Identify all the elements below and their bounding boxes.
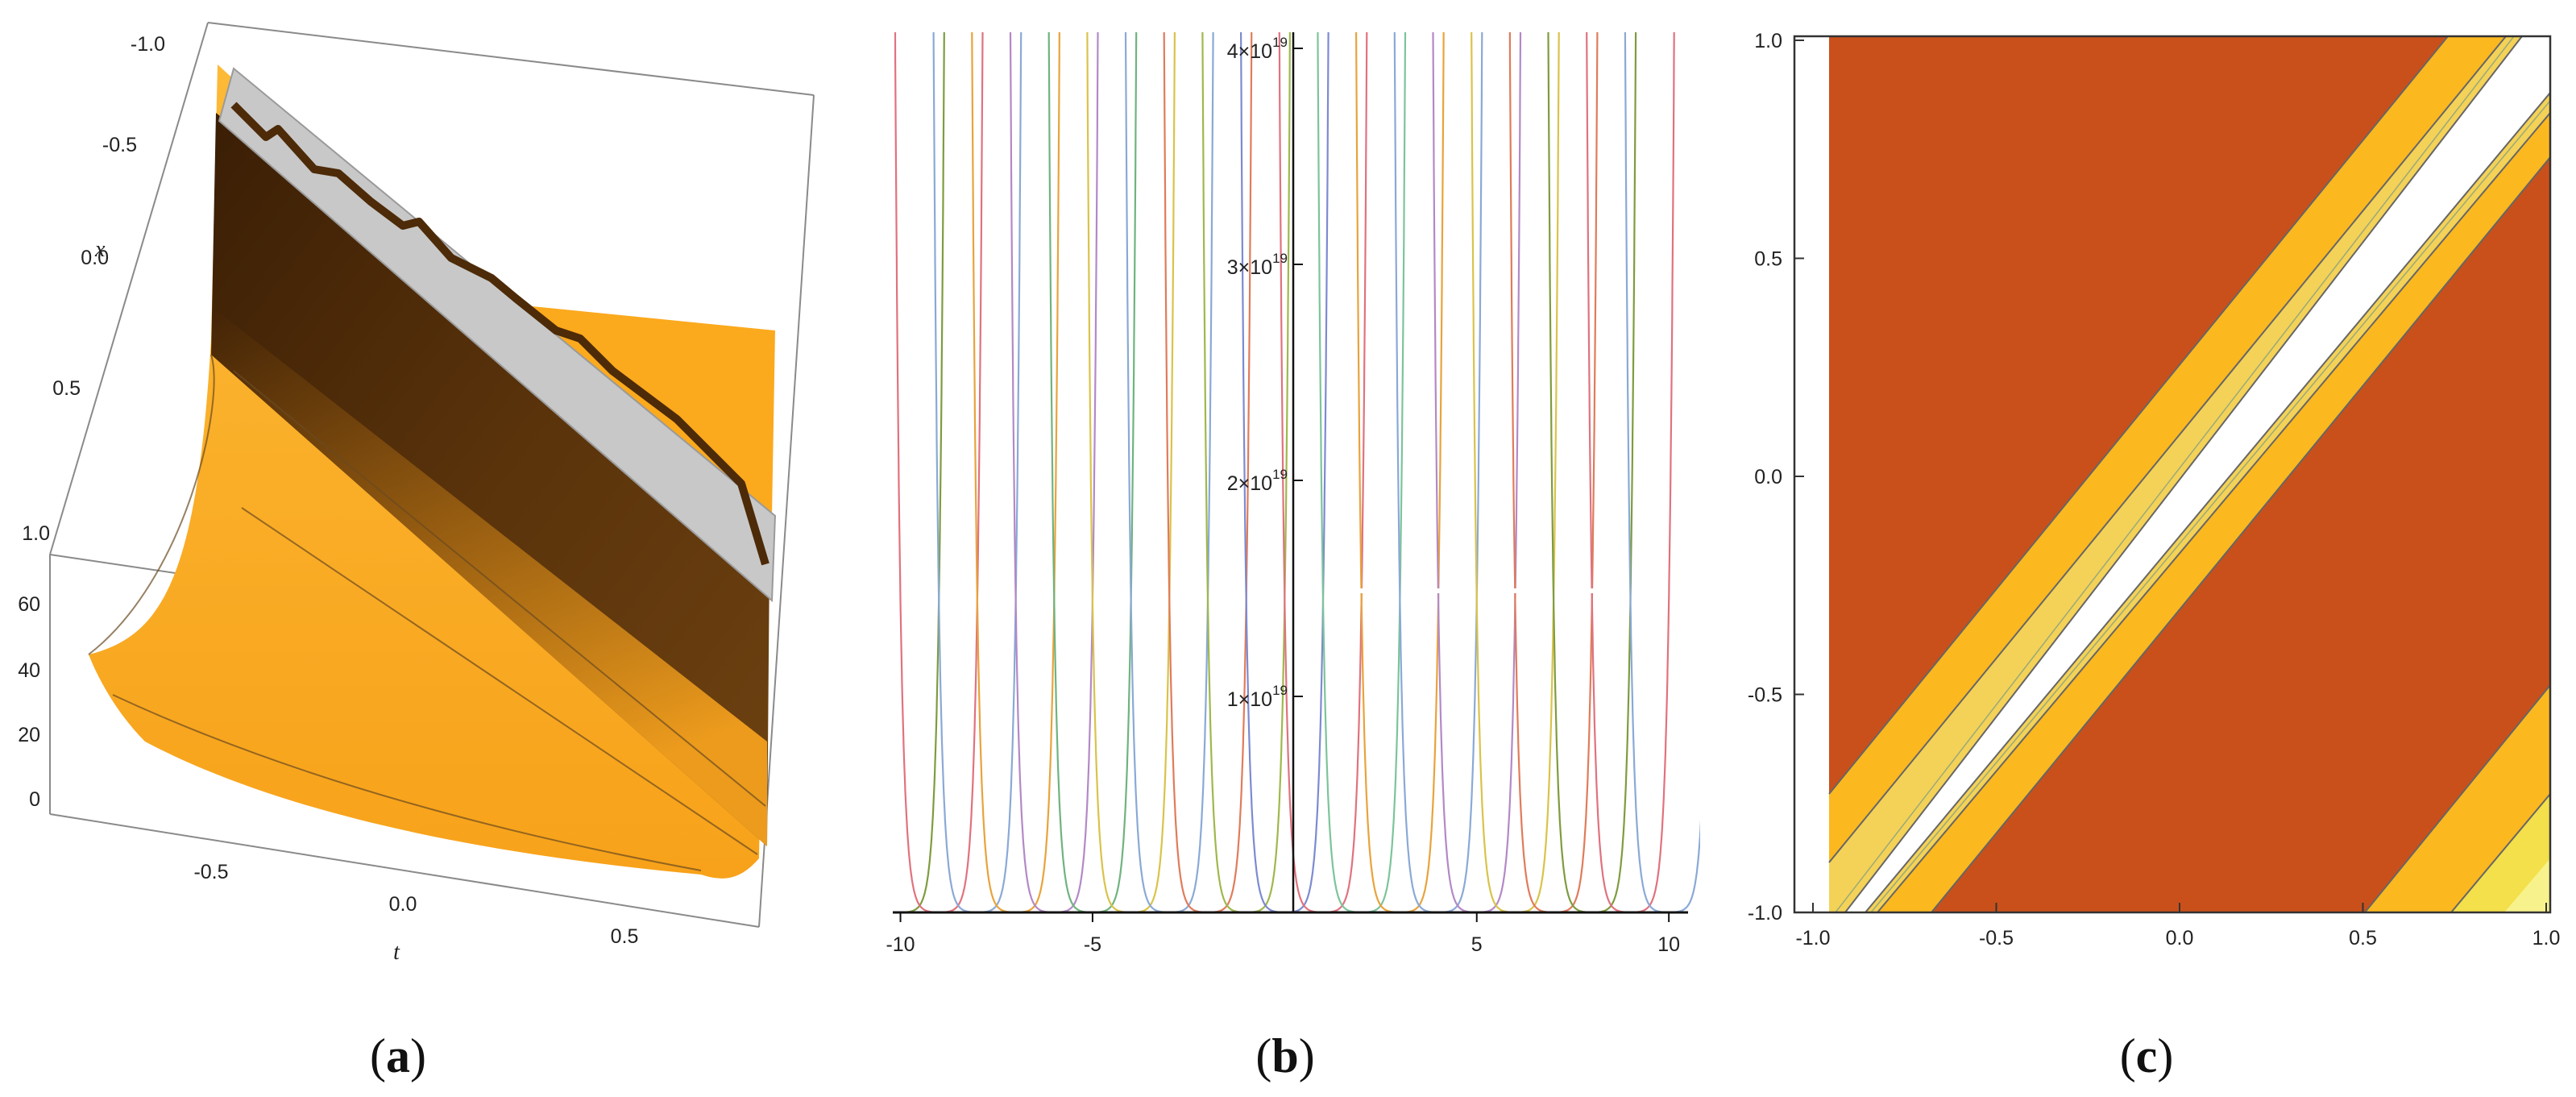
c-band-gold-upper-2 (1829, 36, 2522, 912)
b-series-curve (1471, 32, 1560, 914)
panel-c-contour-plot: -1.0 -0.5 0.0 0.5 1.0 -1.0 -0.5 0.0 0.5 1.0 (1748, 30, 2560, 949)
a-x-tick: -1.0 (131, 33, 165, 56)
panel-label-a: (a) (370, 1029, 426, 1082)
panel-a-gray-band (218, 67, 777, 603)
c-corner-pale (2504, 858, 2550, 912)
a-t-axis-label: t (393, 940, 400, 965)
b-series-curve (1547, 32, 1637, 914)
b-y-tick-label: 1×1019 (1227, 683, 1288, 711)
c-frame-border (1793, 35, 2552, 914)
panel-a-z-ticks: 60 40 20 0 (18, 593, 40, 811)
b-series-curve (894, 32, 945, 914)
b-series-curve (1201, 32, 1292, 914)
a-z-tick: 20 (18, 724, 40, 746)
b-x-tick-label: -5 (1084, 933, 1101, 956)
b-series-curve (1354, 32, 1445, 914)
b-series-curve (1393, 32, 1483, 914)
b-series-curve (1624, 32, 1700, 914)
c-y-tick-label: 0.0 (1754, 466, 1782, 488)
b-y-tick-label: 2×1019 (1227, 467, 1288, 495)
panel-a-mesh-lines (88, 354, 766, 871)
panel-c-ticks: -1.0 -0.5 0.0 0.5 1.0 -1.0 -0.5 0.0 0.5 1.0 (1748, 30, 2560, 949)
b-series-curve (894, 32, 984, 914)
a-z-tick: 0 (29, 788, 40, 811)
a-t-tick: -0.5 (193, 861, 228, 883)
panel-a-ridge-fade (211, 306, 767, 846)
c-x-tick-label: 1.0 (2532, 927, 2561, 949)
c-contour-lines (1828, 35, 2551, 913)
panel-b-x-ticks: -10 -5 5 10 (886, 912, 1680, 956)
panel-a-x-ticks: -1.0 -0.5 0.0 0.5 1.0 x (22, 33, 165, 545)
c-y-tick-label: 0.5 (1754, 248, 1782, 271)
c-contour-lines-green (1835, 35, 2551, 913)
c-y-tick-label: 1.0 (1754, 30, 1782, 52)
a-x-tick: 0.5 (52, 377, 81, 400)
a-t-tick: 0.0 (389, 893, 417, 916)
c-x-tick-label: -0.5 (1979, 927, 2014, 949)
b-x-tick-label: 10 (1657, 933, 1680, 956)
b-series-curve (1432, 32, 1522, 914)
b-series-curve (1317, 32, 1407, 914)
a-z-tick: 40 (18, 659, 40, 682)
panel-a-ridge-line (230, 102, 769, 566)
b-series-curve (1278, 32, 1368, 914)
a-x-tick: -0.5 (102, 134, 137, 156)
b-series-curve (1239, 32, 1329, 914)
panel-a-t-ticks: -0.5 0.0 0.5 t (193, 861, 638, 965)
c-x-tick-label: 0.0 (2166, 927, 2194, 949)
b-y-tick-label: 4×1019 (1227, 35, 1288, 63)
b-x-tick-label: 5 (1471, 933, 1483, 956)
panel-b-y-ticks: 1×1019 2×1019 3×1019 4×1019 (1227, 35, 1303, 711)
a-t-tick: 0.5 (611, 925, 639, 948)
panel-b-curves (894, 32, 1700, 914)
panel-label-c: (c) (2120, 1029, 2174, 1082)
a-x-tick: 0.0 (81, 247, 109, 269)
panel-label-b: (b) (1255, 1029, 1314, 1082)
a-z-tick: 60 (18, 593, 40, 616)
a-x-tick: 1.0 (22, 522, 50, 545)
panel-a-surface-plot: -1.0 -0.5 0.0 0.5 1.0 x 60 40 20 0 -0.5 … (18, 22, 815, 965)
b-series-curve (1124, 32, 1214, 914)
b-x-tick-label: -10 (886, 933, 915, 956)
b-series-curve (971, 32, 1060, 914)
b-series-curve (1086, 32, 1176, 914)
b-series-curve (1047, 32, 1138, 914)
b-series-curve (1009, 32, 1099, 914)
panel-b-line-plot: -10 -5 5 10 1×1019 2×1019 3×1019 4×1019 (886, 32, 1700, 956)
c-x-tick-label: -1.0 (1795, 927, 1830, 949)
b-series-curve (932, 32, 1023, 914)
b-y-tick-label: 3×1019 (1227, 251, 1288, 279)
b-series-curve (1163, 32, 1253, 914)
b-series-curve (1508, 32, 1599, 914)
c-y-tick-label: -1.0 (1748, 902, 1782, 925)
c-y-tick-label: -0.5 (1748, 684, 1782, 707)
c-x-tick-label: 0.5 (2349, 927, 2377, 949)
a-x-axis-label: x (94, 237, 106, 262)
b-series-curve (1586, 32, 1675, 914)
